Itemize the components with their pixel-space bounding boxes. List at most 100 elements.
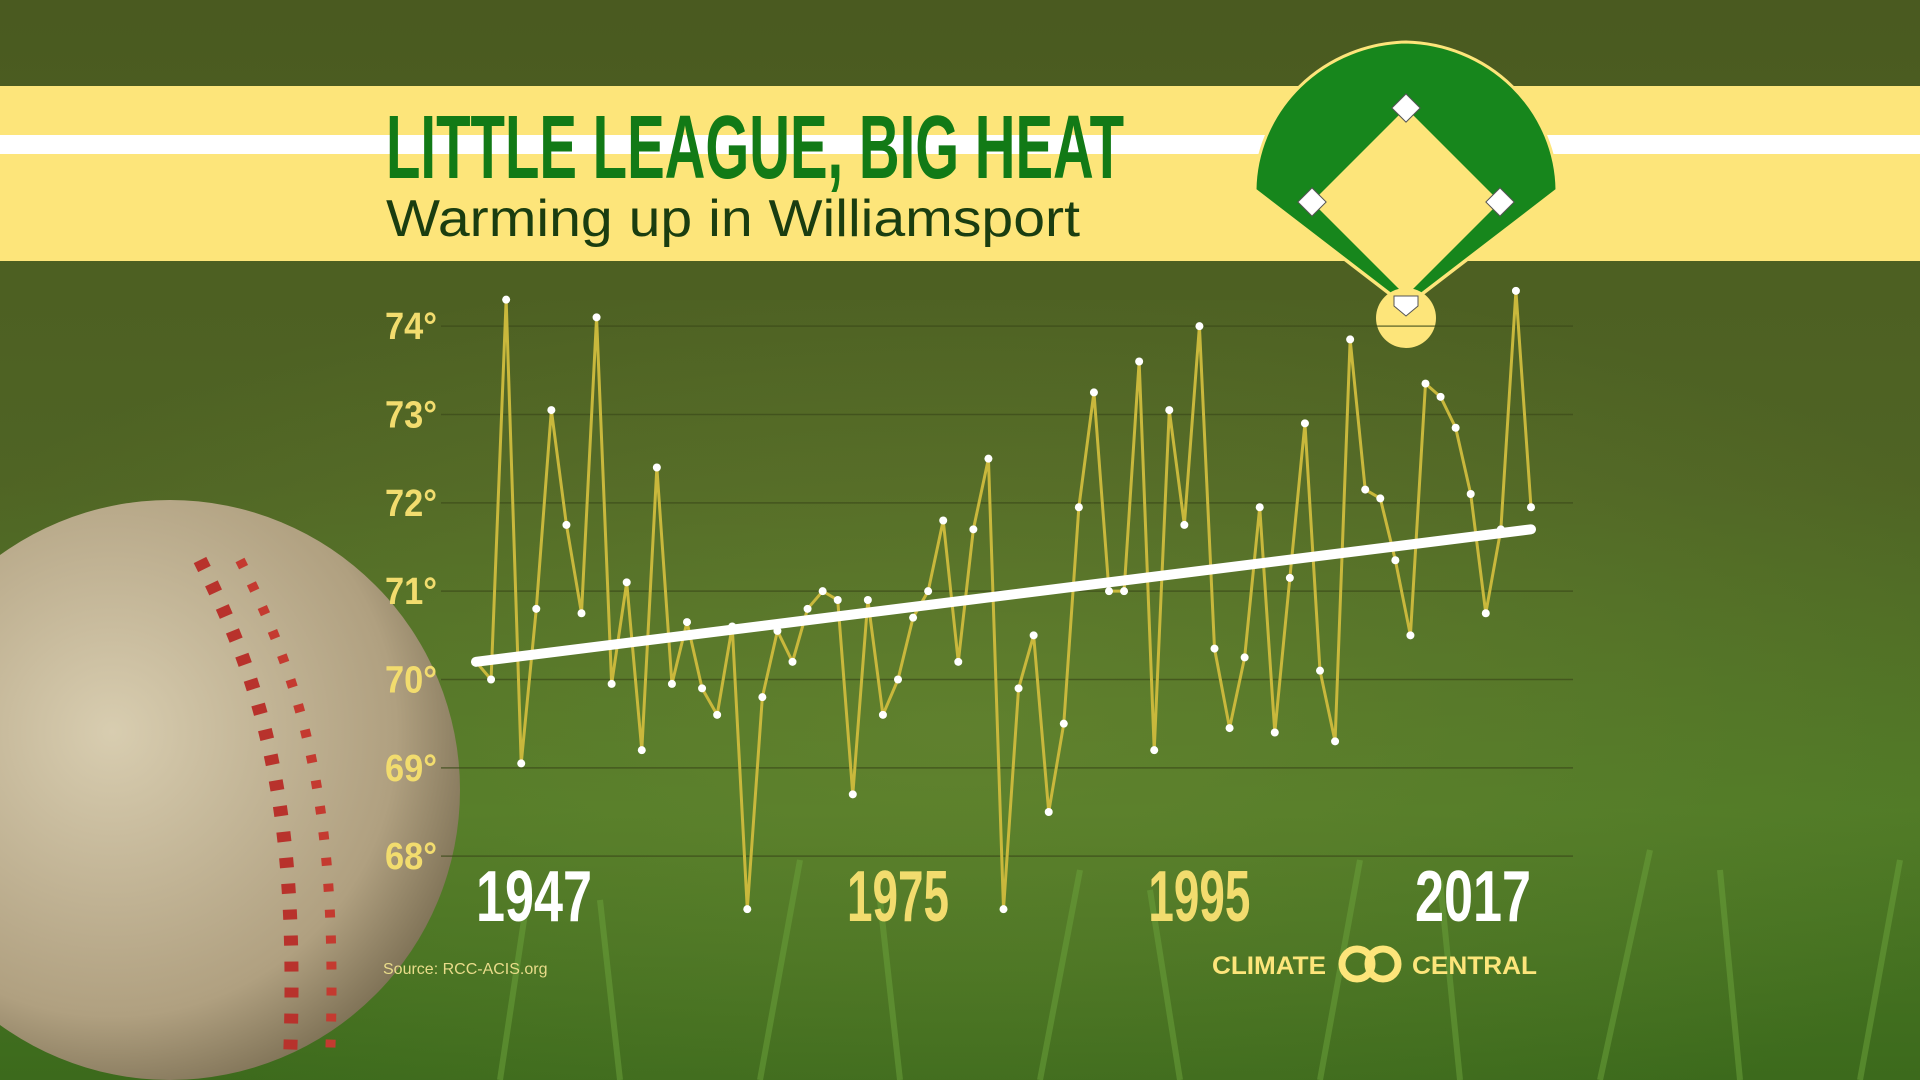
data-point [1391, 556, 1400, 565]
data-point [1195, 322, 1204, 331]
data-point [1331, 737, 1340, 746]
title-band [0, 86, 1920, 261]
data-point [517, 759, 526, 768]
data-point [547, 406, 556, 415]
data-point [1481, 609, 1490, 618]
data-point [1105, 587, 1113, 596]
data-point [969, 525, 978, 534]
data-point [683, 618, 691, 627]
data-point [502, 295, 511, 304]
data-point [667, 679, 676, 688]
data-point [878, 710, 887, 719]
base [1297, 187, 1327, 217]
data-point [1496, 525, 1505, 534]
logo: CLIMATE CENTRAL [1212, 945, 1537, 983]
data-point [1165, 406, 1174, 415]
data-point [773, 626, 782, 635]
logo-ring [1338, 945, 1376, 983]
data-point [1255, 503, 1264, 512]
y-tick-label: 71° [385, 571, 437, 613]
x-tick-label: 1995 [1148, 857, 1250, 937]
data-point [863, 596, 872, 604]
trend-line [471, 524, 1536, 667]
data-point [954, 657, 963, 666]
data-point [1300, 419, 1309, 428]
y-tick-label: 70° [385, 660, 437, 702]
data-point [532, 604, 541, 613]
diamond-icon [1252, 40, 1560, 348]
ball-stitches [193, 556, 299, 1061]
data-point [1210, 644, 1219, 653]
home-circle [1376, 288, 1436, 348]
x-tick-label: 1947 [476, 857, 592, 937]
data-point [803, 604, 812, 613]
data-point [728, 622, 737, 631]
data-point [637, 746, 646, 755]
data-point [818, 587, 827, 596]
data-point [939, 516, 948, 525]
data-point [1451, 423, 1460, 432]
data-point [1044, 808, 1053, 816]
data-point [1466, 490, 1475, 498]
y-tick-label: 69° [385, 748, 437, 790]
data-point [909, 613, 918, 622]
ball [0, 500, 460, 1080]
home-plate [1393, 295, 1419, 317]
data-point [848, 790, 857, 799]
data-point [1059, 719, 1068, 728]
data-point [652, 463, 661, 472]
data-point [1285, 573, 1294, 582]
data-point [713, 710, 722, 719]
x-tick-label: 2017 [1415, 857, 1531, 937]
data-point [788, 657, 797, 666]
data-point [1014, 684, 1023, 693]
y-tick-label: 68° [385, 836, 437, 878]
base [1485, 187, 1515, 217]
data-point [999, 905, 1008, 914]
data-point [1406, 631, 1415, 640]
data-point [894, 675, 902, 684]
y-tick-label: 74° [385, 306, 437, 348]
data-point [577, 609, 586, 618]
logo-text: CENTRAL [1412, 952, 1537, 980]
x-tick-label: 1975 [847, 857, 949, 937]
data-point [1074, 503, 1083, 512]
data-point [607, 679, 616, 688]
data-point [562, 520, 571, 529]
data-point [1316, 666, 1324, 675]
data-point [592, 313, 601, 322]
data-point [622, 578, 631, 587]
data-point [1270, 728, 1279, 737]
chart-subtitle: Warming up in Williamsport [386, 190, 1081, 248]
data-point [1346, 335, 1355, 344]
ball-stitches [235, 557, 337, 1061]
base [1391, 93, 1421, 123]
data-point [698, 684, 707, 693]
data-point [1361, 485, 1370, 494]
data-point [1511, 286, 1520, 295]
data-point [1029, 631, 1038, 640]
data-point [1376, 494, 1385, 503]
data-point [1120, 587, 1129, 596]
data-point [758, 693, 767, 702]
data-point [472, 657, 480, 666]
data-point [1240, 653, 1249, 662]
source: Source: RCC-ACIS.org [383, 961, 548, 978]
data-point [924, 587, 933, 596]
data-point [1150, 746, 1159, 755]
chart-title: LITTLE LEAGUE, BIG HEAT [386, 98, 1124, 198]
data-point [1089, 388, 1098, 397]
data-point [1527, 503, 1535, 512]
data-point [1180, 520, 1189, 529]
y-tick-label: 72° [385, 483, 437, 525]
logo-text: CLIMATE [1212, 952, 1326, 980]
data-point [487, 675, 496, 684]
data-point [1436, 392, 1445, 401]
data-point [1421, 379, 1430, 388]
data-point [984, 454, 993, 463]
data-point [1135, 357, 1144, 366]
logo-ring [1364, 945, 1402, 983]
data-point [1225, 724, 1234, 733]
